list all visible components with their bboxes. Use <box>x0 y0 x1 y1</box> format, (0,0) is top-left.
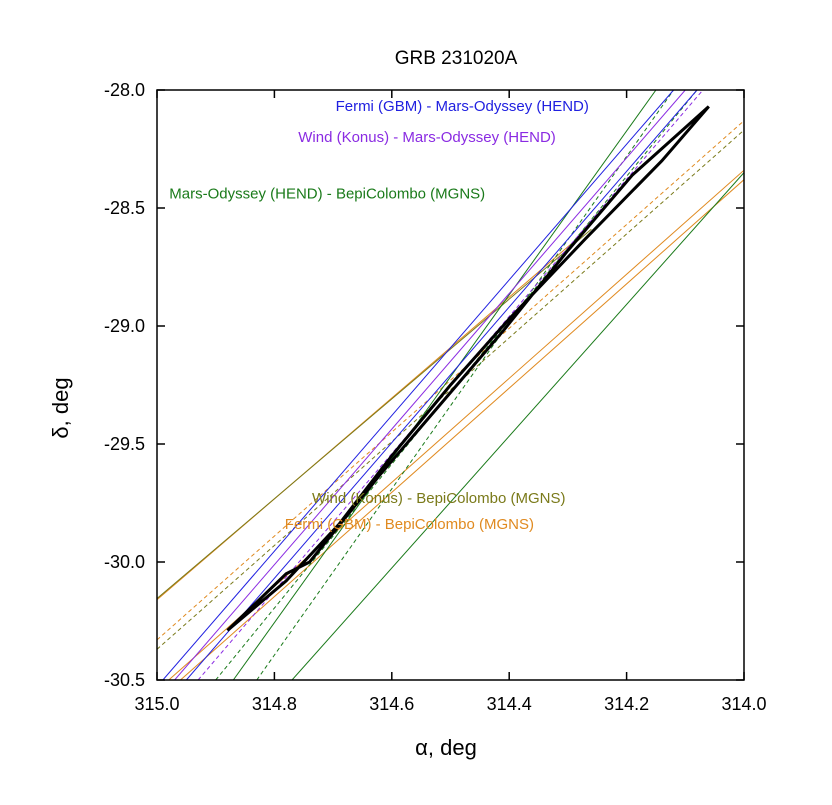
series-layer <box>157 90 744 680</box>
annotation-layer: Fermi (GBM) - Mars-Odyssey (HEND) Wind (K… <box>169 98 589 533</box>
x-tick-label-0: 315.0 <box>134 694 179 714</box>
annotation-0: Fermi (GBM) - Mars-Odyssey (HEND) <box>336 98 589 115</box>
x-axis-title: α, deg <box>415 735 477 760</box>
tick-layer: 315.0 314.8 314.6 314.4 314.2 314.0 -28.0 -28.5… <box>104 80 767 714</box>
y-tick-label-5: -30.5 <box>104 670 145 690</box>
y-tick-label-3: -29.5 <box>104 434 145 454</box>
series-line-10 <box>185 90 698 680</box>
annotation-4: Fermi (GBM) - BepiColombo (MGNS) <box>285 516 534 533</box>
x-tick-label-2: 314.6 <box>369 694 414 714</box>
annotation-3: Wind (Konus) - BepiColombo (MGNS) <box>312 490 565 507</box>
y-tick-label-4: -30.0 <box>104 552 145 572</box>
y-axis-title: δ, deg <box>48 377 73 438</box>
series-line-7 <box>291 172 744 680</box>
series-line-14 <box>226 105 710 632</box>
annotation-2: Mars-Odyssey (HEND) - BepiColombo (MGNS) <box>169 186 485 203</box>
x-tick-label-1: 314.8 <box>252 694 297 714</box>
x-tick-label-3: 314.4 <box>487 694 532 714</box>
series-line-6 <box>232 90 657 680</box>
y-tick-label-1: -28.5 <box>104 198 145 218</box>
series-line-1 <box>157 228 592 599</box>
series-line-8 <box>256 90 674 680</box>
series-line-11 <box>162 90 674 680</box>
x-tick-label-4: 314.2 <box>604 694 649 714</box>
series-line-12 <box>174 90 686 680</box>
chart-title: GRB 231020A <box>395 48 518 69</box>
plot-frame <box>156 89 745 681</box>
x-tick-label-5: 314.0 <box>721 694 766 714</box>
series-line-4 <box>157 120 744 641</box>
series-line-5 <box>157 129 744 650</box>
y-tick-label-2: -29.0 <box>104 316 145 336</box>
annotation-1: Wind (Konus) - Mars-Odyssey (HEND) <box>298 129 556 146</box>
series-line-3 <box>180 179 744 680</box>
y-tick-label-0: -28.0 <box>104 80 145 100</box>
